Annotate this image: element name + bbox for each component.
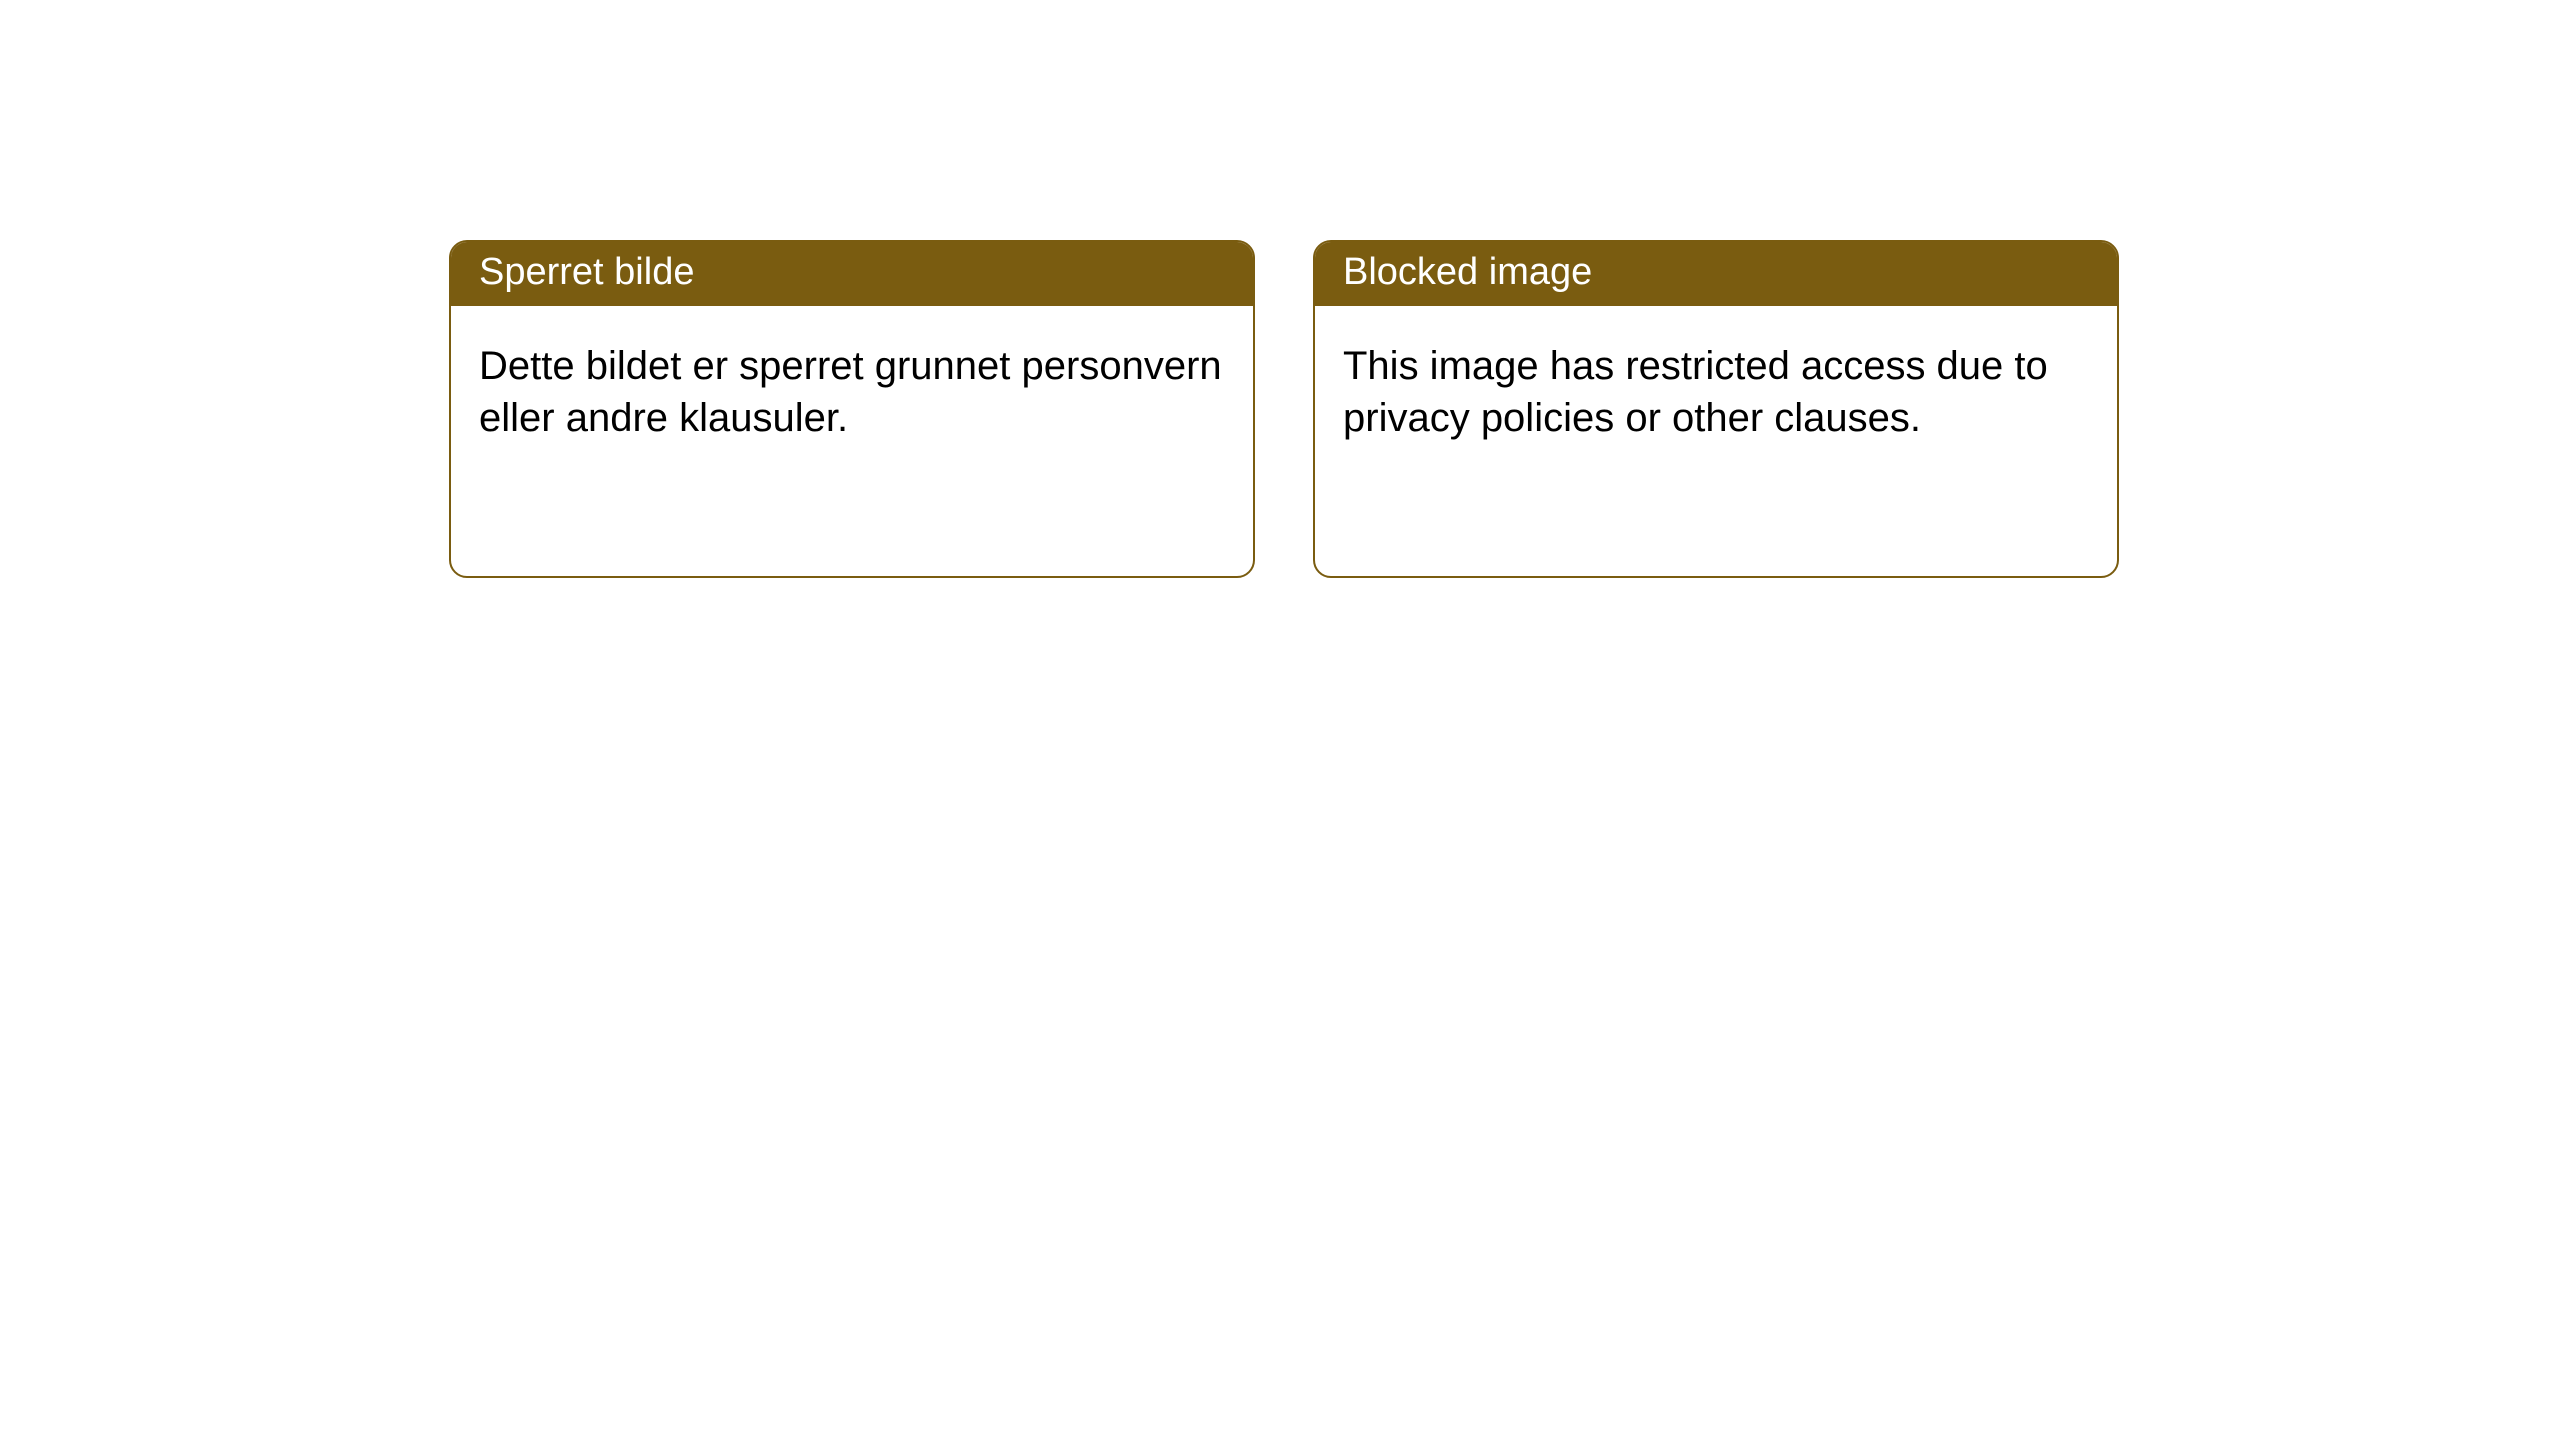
card-header-en: Blocked image (1315, 242, 2117, 306)
card-body-no: Dette bildet er sperret grunnet personve… (451, 306, 1253, 480)
card-header-no: Sperret bilde (451, 242, 1253, 306)
notice-container: Sperret bilde Dette bildet er sperret gr… (0, 0, 2560, 578)
card-body-en: This image has restricted access due to … (1315, 306, 2117, 480)
blocked-image-card-en: Blocked image This image has restricted … (1313, 240, 2119, 578)
blocked-image-card-no: Sperret bilde Dette bildet er sperret gr… (449, 240, 1255, 578)
